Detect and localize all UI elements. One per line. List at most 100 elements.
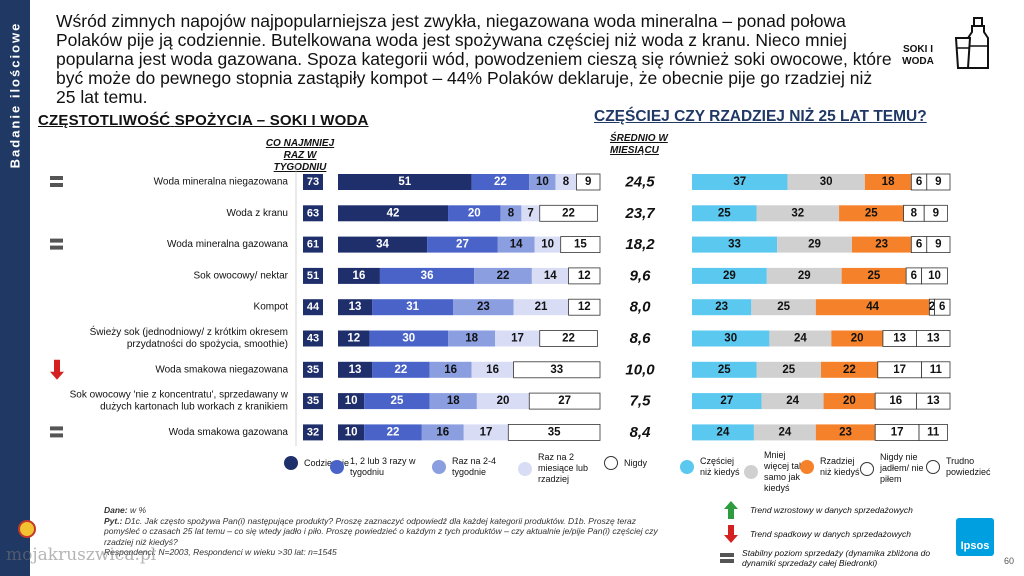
bar-segment [513,361,601,379]
bar-value-label: 24 [717,426,730,438]
weekly-total-box [303,205,323,222]
bar-value-label: 17 [511,333,524,345]
bar-value-label: 9 [585,176,591,188]
bar-segment [372,361,430,378]
bar-value-label: 12 [578,301,591,313]
bar-value-label: 8 [911,207,918,219]
bar-value-label: 14 [544,270,557,282]
bar-segment [471,174,530,190]
bar-segment [474,267,532,284]
bar-value-label: 6 [911,270,917,282]
bar-segment [521,205,540,222]
bar-segment [471,361,514,378]
trend-stable-label: Stabilny poziom sprzedaży (dynamika zbli… [742,548,931,568]
bar-segment [568,267,601,285]
bar-segment [823,393,876,410]
monthly-average-label: 23,7 [624,205,655,222]
bar-segment [926,173,951,191]
bar-value-label: 9 [935,176,941,188]
trend-up-label: Trend wzrostowy w danych sprzedażowych [750,505,913,515]
bar-value-label: 22 [562,333,575,345]
bar-value-label: 10 [345,395,358,407]
bar-segment [831,330,883,347]
bar-value-label: 33 [550,364,563,376]
bar-value-label: 11 [930,364,943,376]
bar-segment [692,174,788,190]
weekly-total-label: 73 [307,176,319,188]
bar-value-label: 27 [456,239,469,251]
bar-segment [529,174,556,190]
bar-value-label: 15 [574,239,587,251]
monthly-average-label: 10,0 [625,361,655,378]
ipsos-logo: Ipsos [956,518,994,556]
bar-value-label: 13 [927,395,940,407]
stable-trend-icon [720,551,735,565]
legend-swatch-less [800,460,814,474]
bar-value-label: 30 [402,333,415,345]
weekly-total-label: 43 [307,333,319,345]
legend-item-never-right: Nigdy nie jadłem/ nie piłem [860,452,926,485]
bar-segment [839,205,904,222]
weekly-total-box [303,393,323,410]
bar-value-label: 13 [349,301,362,313]
bar-value-label: 23 [477,301,490,313]
legend-item-never: Nigdy [604,456,647,470]
legend-swatch-never [604,456,618,470]
category-label: Kompot [254,302,289,313]
bar-value-label: 6 [916,176,922,188]
watermark: mojakruszwica.pl [6,545,157,565]
bar-segment [379,267,475,284]
bar-segment [448,330,496,347]
bar-segment [916,392,951,410]
bar-segment [753,424,816,441]
bar-value-label: 10 [541,239,554,251]
legend-label-weekly13: 1, 2 lub 3 razy w tygodniu [350,456,416,477]
bar-value-label: 10 [928,270,941,282]
bar-value-label: 22 [497,270,510,282]
bar-segment [692,299,752,316]
bar-segment [372,299,454,316]
category-label: Woda mineralna niegazowana [154,177,289,188]
bar-value-label: 6 [939,301,945,313]
bar-segment [476,393,530,410]
bottle-glass-icon [954,17,989,69]
bar-segment [500,205,522,222]
stable-trend-icon [50,433,63,438]
monthly-average-label: 7,5 [630,393,652,410]
legend-label-daily: Codziennie [304,457,350,468]
legend-swatch-more [680,460,694,474]
monthly-average-label: 8,0 [630,299,652,316]
bar-value-label: 35 [548,426,561,438]
bar-value-label: 30 [820,176,833,188]
bar-segment [338,174,472,190]
bar-value-label: 25 [865,207,878,219]
bar-segment [539,330,598,347]
bar-segment [497,236,535,253]
bar-value-label: 25 [777,301,790,313]
bar-value-label: 51 [398,176,411,188]
note-data: Dane: w % [104,505,147,515]
bar-segment [534,236,561,253]
bar-value-label: 10 [536,176,549,188]
bar-segment [751,299,816,316]
bar-value-label: 17 [893,364,906,376]
category-badge: SOKI I WODA [902,44,934,67]
bar-value-label: 23 [875,239,888,251]
bar-value-label: 16 [486,364,499,376]
bar-value-label: 13 [927,333,940,345]
bar-value-label: 16 [889,395,902,407]
weekly-column-header: CO NAJMNIEJ RAZ W TYGODNIU [265,138,335,173]
category-label: dużych kartonach lub workach z kranikiem [100,402,288,413]
category-label: Świeży sok (jednodniowy/ z krótkim okres… [90,325,288,338]
bar-segment [338,299,373,316]
bar-value-label: 22 [387,426,400,438]
bar-value-label: 24 [786,395,799,407]
weekly-total-box [303,424,323,441]
left-chart-title: CZĘSTOTLIWOŚĆ SPOŻYCIA – SOKI I WODA [38,112,369,129]
bar-segment [560,236,601,254]
monthly-average-label: 8,4 [630,424,652,441]
bar-segment [921,361,951,379]
legend-label-more: Częściej niż kiedyś [700,456,740,477]
bar-value-label: 12 [578,270,591,282]
bar-segment [777,236,852,253]
